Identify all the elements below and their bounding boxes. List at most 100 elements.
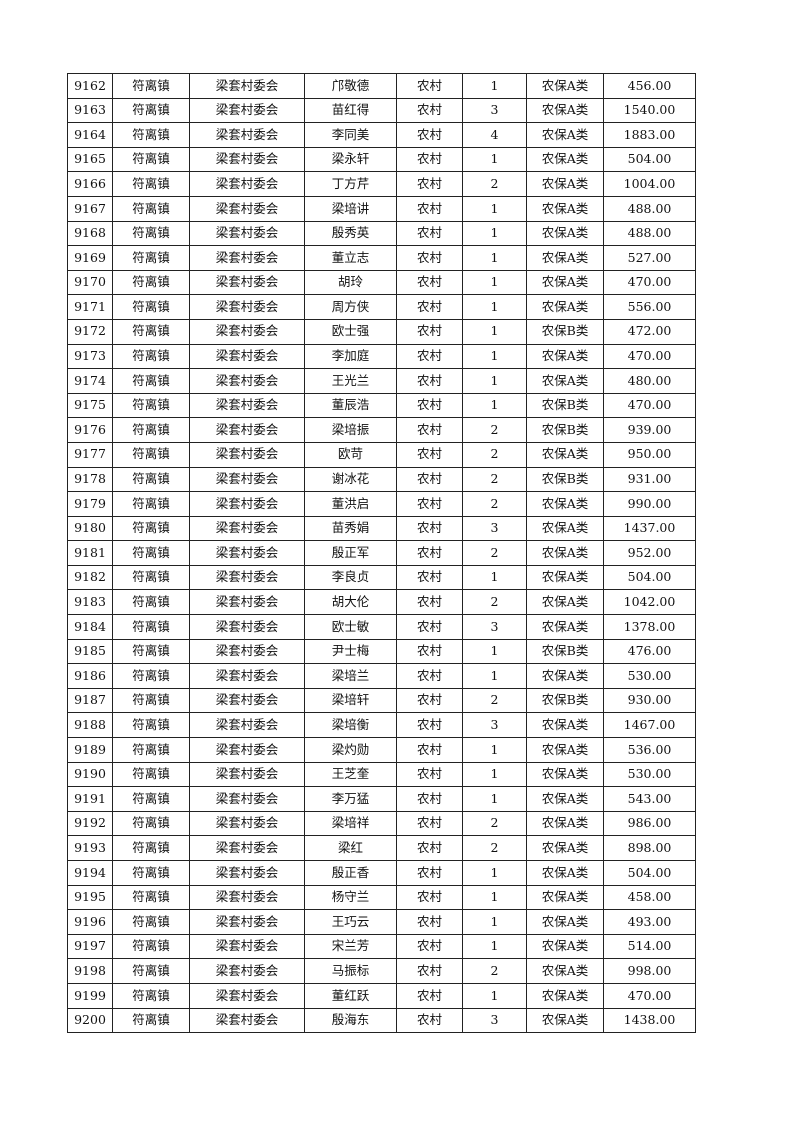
village-committee-cell: 梁套村委会 [189, 638, 305, 665]
insurance-category-cell: 农保A类 [526, 171, 604, 197]
village-committee-cell: 梁套村委会 [189, 368, 305, 394]
person-name-cell: 殷秀英 [304, 220, 397, 247]
insurance-category-cell: 农保A类 [526, 982, 604, 1009]
village-committee-cell: 梁套村委会 [189, 663, 305, 689]
area-type-cell: 农村 [396, 195, 463, 222]
area-type-cell: 农村 [396, 884, 463, 911]
row-number-cell: 9172 [67, 318, 113, 345]
village-committee-cell: 梁套村委会 [189, 220, 305, 247]
village-committee-cell: 梁套村委会 [189, 540, 305, 566]
insurance-category-cell: 农保A类 [526, 368, 604, 394]
village-committee-cell: 梁套村委会 [189, 761, 305, 788]
area-type-cell: 农村 [396, 1007, 463, 1034]
table-body: 9162 符离镇 梁套村委会 邝敬德 农村 1 农保A类 456.00 9163 符离镇 梁套村委会… [67, 73, 696, 1034]
amount-cell: 470.00 [603, 269, 696, 296]
household-size-cell: 1 [462, 195, 527, 222]
insurance-category-cell: 农保A类 [526, 441, 604, 468]
person-name-cell: 欧士强 [304, 318, 397, 345]
insurance-category-cell: 农保A类 [526, 220, 604, 247]
row-number-cell: 9185 [67, 638, 113, 665]
row-number-cell: 9199 [67, 982, 113, 1009]
town-cell: 符离镇 [112, 958, 190, 984]
table-row: 9182 符离镇 梁套村委会 李良贞 农村 1 农保A类 504.00 [67, 564, 696, 591]
table-row: 9196 符离镇 梁套村委会 王巧云 农村 1 农保A类 493.00 [67, 909, 696, 935]
town-cell: 符离镇 [112, 122, 190, 148]
row-number-cell: 9200 [67, 1007, 113, 1034]
village-committee-cell: 梁套村委会 [189, 933, 305, 960]
area-type-cell: 农村 [396, 909, 463, 935]
row-number-cell: 9162 [67, 73, 113, 99]
village-committee-cell: 梁套村委会 [189, 146, 305, 173]
person-name-cell: 马振标 [304, 958, 397, 984]
area-type-cell: 农村 [396, 933, 463, 960]
household-size-cell: 3 [462, 1007, 527, 1034]
household-size-cell: 1 [462, 146, 527, 173]
person-name-cell: 胡大伦 [304, 589, 397, 616]
town-cell: 符离镇 [112, 810, 190, 837]
household-size-cell: 1 [462, 368, 527, 394]
insurance-category-cell: 农保A类 [526, 786, 604, 812]
person-name-cell: 梁红 [304, 835, 397, 861]
town-cell: 符离镇 [112, 564, 190, 591]
insurance-category-cell: 农保B类 [526, 466, 604, 493]
table-row: 9200 符离镇 梁套村委会 殷海东 农村 3 农保A类 1438.00 [67, 1007, 696, 1034]
village-committee-cell: 梁套村委会 [189, 687, 305, 714]
town-cell: 符离镇 [112, 146, 190, 173]
area-type-cell: 农村 [396, 712, 463, 739]
area-type-cell: 农村 [396, 441, 463, 468]
village-committee-cell: 梁套村委会 [189, 786, 305, 812]
household-size-cell: 1 [462, 663, 527, 689]
town-cell: 符离镇 [112, 1007, 190, 1034]
town-cell: 符离镇 [112, 294, 190, 320]
person-name-cell: 胡玲 [304, 269, 397, 296]
table-row: 9197 符离镇 梁套村委会 宋兰芳 农村 1 农保A类 514.00 [67, 933, 696, 960]
row-number-cell: 9163 [67, 97, 113, 124]
row-number-cell: 9188 [67, 712, 113, 739]
person-name-cell: 梁永轩 [304, 146, 397, 173]
person-name-cell: 殷海东 [304, 1007, 397, 1034]
table-row: 9162 符离镇 梁套村委会 邝敬德 农村 1 农保A类 456.00 [67, 73, 696, 99]
table-row: 9163 符离镇 梁套村委会 苗红得 农村 3 农保A类 1540.00 [67, 97, 696, 124]
amount-cell: 939.00 [603, 417, 696, 443]
town-cell: 符离镇 [112, 392, 190, 419]
village-committee-cell: 梁套村委会 [189, 835, 305, 861]
person-name-cell: 李加庭 [304, 343, 397, 370]
table-row: 9165 符离镇 梁套村委会 梁永轩 农村 1 农保A类 504.00 [67, 146, 696, 173]
village-committee-cell: 梁套村委会 [189, 909, 305, 935]
row-number-cell: 9184 [67, 614, 113, 640]
row-number-cell: 9165 [67, 146, 113, 173]
row-number-cell: 9175 [67, 392, 113, 419]
row-number-cell: 9169 [67, 245, 113, 271]
village-committee-cell: 梁套村委会 [189, 195, 305, 222]
household-size-cell: 2 [462, 589, 527, 616]
amount-cell: 930.00 [603, 687, 696, 714]
household-size-cell: 2 [462, 958, 527, 984]
amount-cell: 530.00 [603, 663, 696, 689]
table-row: 9184 符离镇 梁套村委会 欧士敏 农村 3 农保A类 1378.00 [67, 614, 696, 640]
household-size-cell: 1 [462, 638, 527, 665]
village-committee-cell: 梁套村委会 [189, 958, 305, 984]
table-row: 9173 符离镇 梁套村委会 李加庭 农村 1 农保A类 470.00 [67, 343, 696, 370]
table-row: 9183 符离镇 梁套村委会 胡大伦 农村 2 农保A类 1042.00 [67, 589, 696, 616]
person-name-cell: 李同美 [304, 122, 397, 148]
area-type-cell: 农村 [396, 958, 463, 984]
household-size-cell: 2 [462, 835, 527, 861]
household-size-cell: 2 [462, 441, 527, 468]
insurance-category-cell: 农保A类 [526, 884, 604, 911]
amount-cell: 504.00 [603, 146, 696, 173]
village-committee-cell: 梁套村委会 [189, 491, 305, 517]
row-number-cell: 9170 [67, 269, 113, 296]
insurance-category-cell: 农保A类 [526, 933, 604, 960]
area-type-cell: 农村 [396, 737, 463, 763]
amount-cell: 990.00 [603, 491, 696, 517]
household-size-cell: 3 [462, 614, 527, 640]
town-cell: 符离镇 [112, 786, 190, 812]
town-cell: 符离镇 [112, 171, 190, 197]
table-row: 9191 符离镇 梁套村委会 李万猛 农村 1 农保A类 543.00 [67, 786, 696, 812]
insurance-category-cell: 农保A类 [526, 122, 604, 148]
area-type-cell: 农村 [396, 368, 463, 394]
row-number-cell: 9183 [67, 589, 113, 616]
amount-cell: 1004.00 [603, 171, 696, 197]
area-type-cell: 农村 [396, 122, 463, 148]
row-number-cell: 9167 [67, 195, 113, 222]
